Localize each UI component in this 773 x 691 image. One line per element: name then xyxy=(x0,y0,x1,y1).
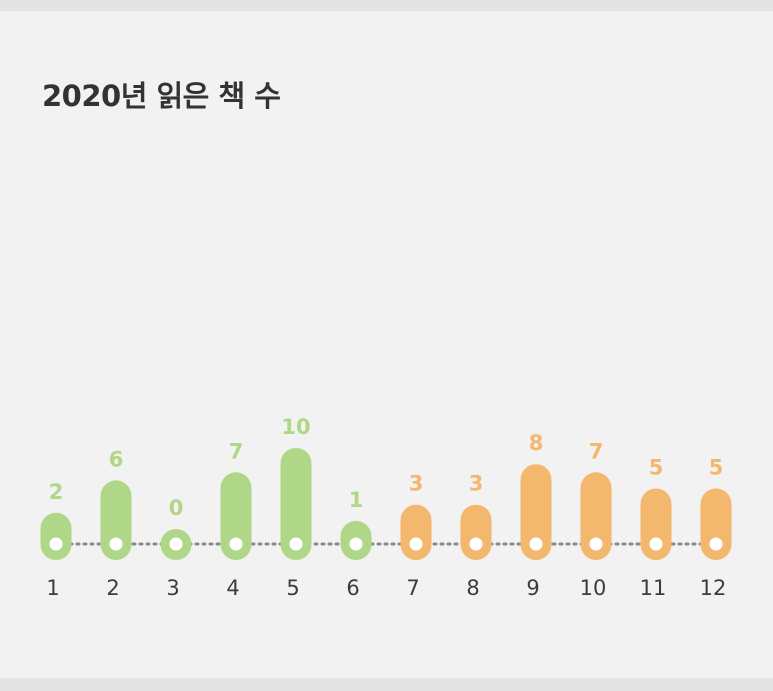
bar-base-dot xyxy=(289,537,303,551)
bar-4 xyxy=(220,472,252,560)
bar-9 xyxy=(520,464,552,560)
x-tick-label: 3 xyxy=(166,576,179,600)
bar-base-dot xyxy=(409,537,423,551)
value-label: 8 xyxy=(529,431,544,455)
bar-base-dot xyxy=(169,537,183,551)
value-label: 5 xyxy=(709,456,724,480)
bar-7 xyxy=(400,504,432,560)
x-tick-label: 8 xyxy=(466,576,479,600)
bar-10 xyxy=(580,472,612,560)
value-label: 3 xyxy=(469,472,484,496)
value-label: 0 xyxy=(169,496,184,520)
x-tick-label: 2 xyxy=(106,576,119,600)
value-label: 5 xyxy=(649,456,664,480)
x-tick-label: 1 xyxy=(46,576,59,600)
value-label: 10 xyxy=(281,415,310,439)
bar-12 xyxy=(700,488,732,560)
bar-11 xyxy=(640,488,672,560)
bar-base-dot xyxy=(109,537,123,551)
x-tick-label: 5 xyxy=(286,576,299,600)
value-label: 7 xyxy=(229,439,244,463)
x-tick-label: 12 xyxy=(700,576,727,600)
x-tick-label: 6 xyxy=(346,576,359,600)
x-tick-label: 7 xyxy=(406,576,419,600)
value-label: 3 xyxy=(409,472,424,496)
bar-1 xyxy=(40,512,72,560)
x-tick-label: 9 xyxy=(526,576,539,600)
bar-base-dot xyxy=(589,537,603,551)
x-tick-label: 10 xyxy=(580,576,607,600)
value-label: 6 xyxy=(109,447,124,471)
bar-2 xyxy=(100,480,132,560)
chart-card: 2020년 읽은 책 수 xyxy=(0,11,773,678)
bar-base-dot xyxy=(529,537,543,551)
bar-base-dot xyxy=(709,537,723,551)
bar-base-dot xyxy=(469,537,483,551)
bar-base-dot xyxy=(49,537,63,551)
bar-base-dot xyxy=(349,537,363,551)
bar-8 xyxy=(460,504,492,560)
x-tick-label: 4 xyxy=(226,576,239,600)
chart-title: 2020년 읽은 책 수 xyxy=(42,79,281,113)
value-label: 2 xyxy=(49,480,64,504)
x-tick-label: 11 xyxy=(640,576,667,600)
value-label: 1 xyxy=(349,488,364,512)
value-label: 7 xyxy=(589,439,604,463)
bar-base-dot xyxy=(229,537,243,551)
bar-5 xyxy=(280,448,312,560)
bar-base-dot xyxy=(649,537,663,551)
